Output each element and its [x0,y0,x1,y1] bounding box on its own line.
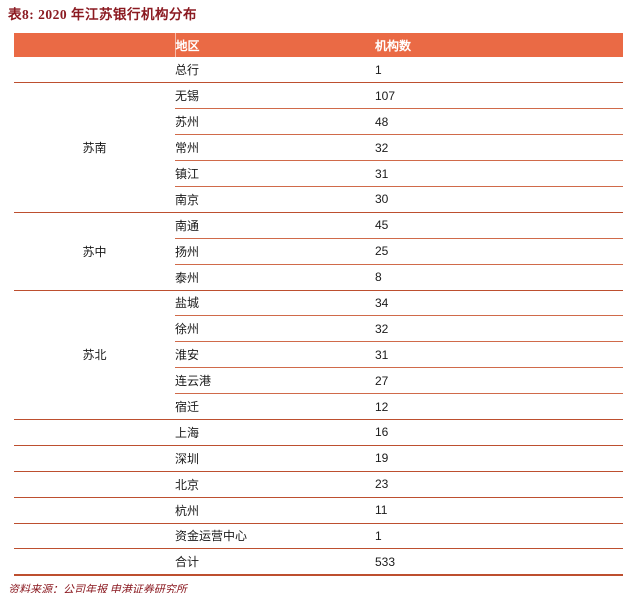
table-row: 杭州 11 [14,497,623,524]
region-cell: 南通 [175,212,375,239]
table-row: 深圳 19 [14,445,623,472]
source-note: 资料来源：公司年报 申港证券研究所 [8,583,187,593]
region-cell: 杭州 [175,497,375,524]
region-group-cell: 苏中 [14,212,175,291]
table-row: 常州 32 [14,134,623,162]
count-cell: 30 [375,186,623,213]
region-cell: 苏州 [175,108,375,136]
header-row: 地区 机构数 [14,33,623,57]
count-cell: 45 [375,212,623,239]
empty-group-cell [14,419,175,446]
region-cell: 徐州 [175,315,375,343]
empty-group-cell [14,523,175,550]
count-cell: 11 [375,497,623,524]
table-row: 北京 23 [14,471,623,498]
count-cell: 32 [375,315,623,343]
header-count-cell: 机构数 [375,33,623,57]
count-cell: 19 [375,445,623,472]
table-header: 地区 机构数 [14,33,623,57]
count-cell: 23 [375,471,623,498]
count-cell: 25 [375,238,623,265]
table-row: 苏州 48 [14,108,623,136]
empty-group-cell [14,445,175,472]
count-cell: 8 [375,264,623,291]
region-cell: 北京 [175,471,375,498]
region-cell: 盐城 [175,290,375,317]
region-cell: 泰州 [175,264,375,291]
region-cell: 镇江 [175,160,375,187]
table-row: 南京 30 [14,186,623,213]
empty-group-cell [14,471,175,498]
table-row: 苏南 无锡 107 [14,82,623,213]
table-row: 扬州 25 [14,238,623,265]
region-cell: 南京 [175,186,375,213]
table-row: 镇江 31 [14,160,623,187]
table-row: 苏北 盐城 34 [14,290,623,420]
table-row: 连云港 27 [14,367,623,395]
header-region-cell: 地区 [174,33,375,57]
region-group-cell: 苏南 [14,82,175,213]
count-cell: 32 [375,134,623,162]
table-row: 合计 533 [14,548,623,576]
region-cell: 上海 [175,419,375,446]
count-cell: 12 [375,393,623,420]
count-cell: 16 [375,419,623,446]
table-title: 表8: 2020 年江苏银行机构分布 [8,7,197,22]
count-cell: 31 [375,160,623,187]
table-body: 总行 1 苏南 无锡 107 苏州 48 常州 32 镇江 31 南京 30 苏中 南通 45 扬州 25 泰州 8 苏… [14,57,623,576]
institution-distribution-table: 地区 机构数 总行 1 苏南 无锡 107 苏州 48 常州 32 镇江 31 南京 30 苏中 南通 45 扬… [14,33,623,576]
count-cell: 107 [375,82,623,110]
region-cell: 总行 [175,57,375,84]
table-row: 淮安 31 [14,341,623,369]
count-cell: 48 [375,108,623,136]
region-cell: 无锡 [175,82,375,110]
table-row: 宿迁 12 [14,393,623,420]
table-row: 上海 16 [14,419,623,446]
region-cell: 资金运营中心 [175,523,375,550]
count-cell: 31 [375,341,623,369]
empty-group-cell [14,548,175,576]
region-cell: 深圳 [175,445,375,472]
region-cell: 宿迁 [175,393,375,420]
table-row: 徐州 32 [14,315,623,343]
empty-group-cell [14,57,175,84]
table-row: 泰州 8 [14,264,623,291]
count-cell: 533 [375,548,623,576]
region-cell: 连云港 [175,367,375,395]
region-group-cell: 苏北 [14,290,175,420]
empty-group-cell [14,497,175,524]
table-row: 苏中 南通 45 [14,212,623,291]
table-row: 资金运营中心 1 [14,523,623,550]
region-cell: 合计 [175,548,375,576]
count-cell: 1 [375,57,623,84]
count-cell: 1 [375,523,623,550]
table-row: 总行 1 [14,57,623,84]
header-empty-cell [14,33,175,57]
region-cell: 常州 [175,134,375,162]
region-cell: 扬州 [175,238,375,265]
region-cell: 淮安 [175,341,375,369]
count-cell: 34 [375,290,623,317]
count-cell: 27 [375,367,623,395]
